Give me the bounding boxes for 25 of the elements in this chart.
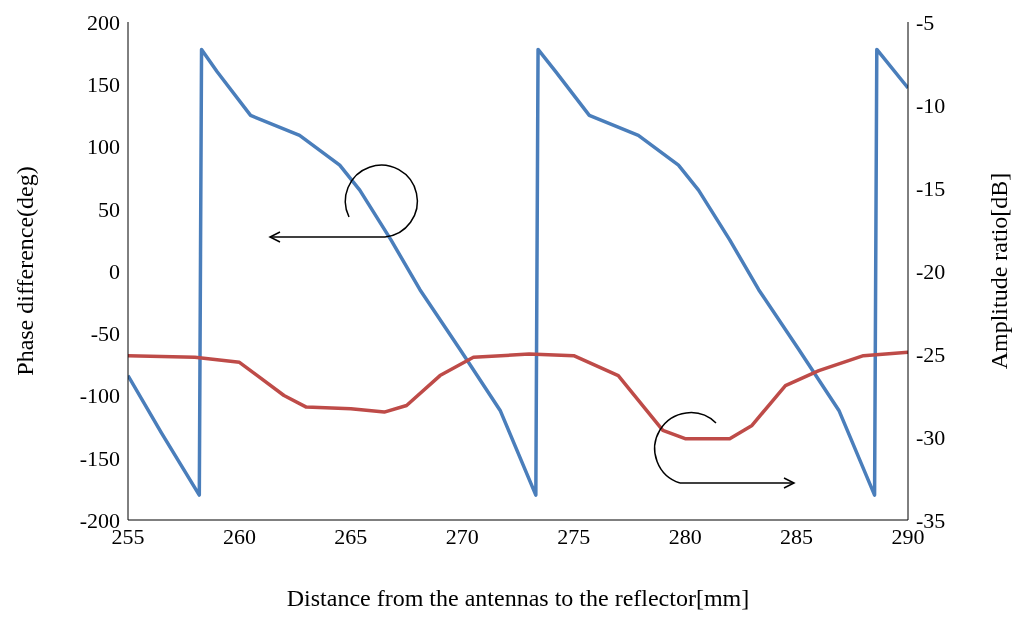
y2-axis-title: Amplitude ratio[dB] (985, 172, 1012, 370)
y2-tick-label: -5 (916, 9, 935, 35)
y-tick-label: 200 (87, 9, 120, 35)
y2-tick-label: -25 (916, 341, 946, 367)
y-tick-label: 0 (109, 258, 120, 284)
y-tick-label: -150 (79, 445, 120, 471)
y2-tick-label: -10 (916, 92, 946, 118)
x-tick-label: 280 (668, 523, 702, 549)
y2-tick-label: -20 (916, 258, 946, 284)
y-tick-label: -50 (90, 321, 120, 347)
y2-tick-label: -30 (916, 424, 946, 450)
y-tick-label: 150 (87, 72, 120, 98)
y-axis-title: Phase difference(deg) (11, 166, 38, 376)
line-series (128, 350, 908, 441)
y-tick-label: -100 (79, 383, 120, 409)
x-axis-title: Distance from the antennas to the reflector[mm] (286, 585, 750, 611)
x-tick-label: 265 (334, 523, 368, 549)
line-series (128, 47, 908, 497)
x-tick-label: 270 (445, 523, 479, 549)
x-tick-label: 260 (222, 523, 256, 549)
y2-tick-label: -15 (916, 175, 946, 201)
x-tick-label: 285 (780, 523, 814, 549)
x-tick-label: 275 (557, 523, 591, 549)
y-tick-label: 100 (87, 134, 120, 160)
y-tick-label: 50 (98, 196, 120, 222)
